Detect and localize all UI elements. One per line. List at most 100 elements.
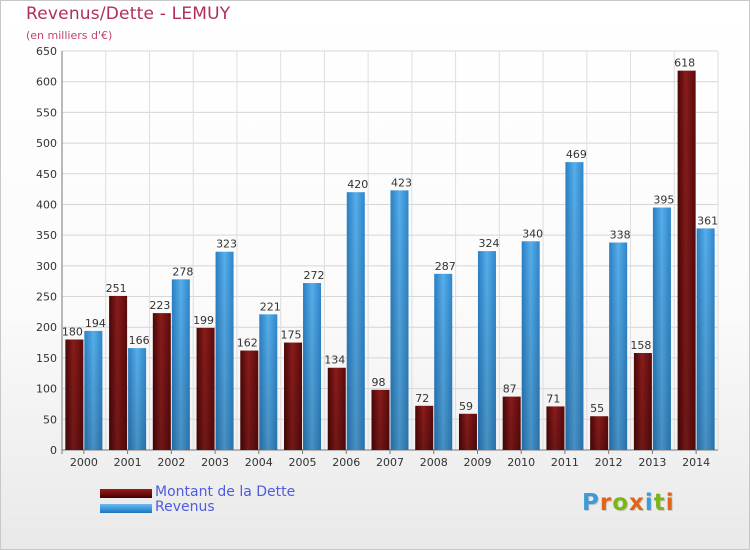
debt-value-label-2005: 175 (281, 329, 302, 342)
y-tick-label: 650 (36, 45, 57, 58)
debt-bar-shade-2010 (502, 396, 521, 450)
revenus-bar-shade-2002 (171, 279, 190, 450)
revenus-value-label-2008: 287 (435, 260, 456, 273)
legend-label-debt: Montant de la Dette (155, 484, 296, 500)
revenus-value-label-2000: 194 (85, 317, 106, 330)
x-tick-label-2002: 2002 (157, 456, 185, 469)
x-tick-label-2007: 2007 (376, 456, 404, 469)
debt-bar-shade-2007 (371, 389, 390, 450)
x-tick-label-2012: 2012 (595, 456, 623, 469)
revenus-bar-shade-2004 (259, 314, 278, 450)
debt-value-label-2000: 180 (62, 326, 83, 339)
revenus-bar-shade-2001 (128, 348, 147, 450)
debt-value-label-2014: 618 (674, 57, 695, 70)
proxiti-logo: Proxiti (582, 490, 675, 516)
debt-bar-shade-2005 (284, 342, 303, 450)
revenus-value-label-2010: 340 (522, 227, 543, 240)
x-tick-label-2004: 2004 (245, 456, 273, 469)
debt-value-label-2004: 162 (237, 337, 258, 350)
x-tick-label-2001: 2001 (114, 456, 142, 469)
debt-value-label-2001: 251 (106, 282, 127, 295)
logo-letter: i (665, 490, 675, 516)
revenus-value-label-2005: 272 (304, 269, 325, 282)
debt-value-label-2009: 59 (459, 400, 473, 413)
debt-bar-shade-2004 (240, 350, 259, 450)
debt-value-label-2003: 199 (193, 314, 214, 327)
revenus-bar-shade-2007 (390, 190, 409, 450)
chart-subtitle: (en milliers d'€) (26, 29, 113, 42)
debt-bar-shade-2009 (458, 413, 477, 450)
y-tick-label: 350 (36, 229, 57, 242)
logo-letter: x (629, 490, 645, 516)
debt-value-label-2012: 55 (590, 402, 604, 415)
revenus-value-label-2001: 166 (129, 334, 150, 347)
debt-bar-shade-2008 (415, 405, 434, 450)
x-tick-label-2013: 2013 (638, 456, 666, 469)
debt-bar-shade-2003 (196, 327, 215, 450)
revenus-value-label-2006: 420 (347, 178, 368, 191)
logo-letter: i (644, 490, 654, 516)
y-tick-label: 250 (36, 291, 57, 304)
revenus-value-label-2012: 338 (610, 229, 631, 242)
debt-bar-shade-2006 (327, 367, 346, 450)
debt-bar-shade-2002 (152, 313, 171, 450)
x-tick-label-2014: 2014 (682, 456, 710, 469)
logo-letter: P (582, 490, 600, 516)
y-tick-label: 600 (36, 76, 57, 89)
chart-title: Revenus/Dette - LEMUY (26, 4, 231, 24)
logo-letter: o (612, 490, 630, 516)
revenus-bar-shade-2010 (521, 241, 540, 450)
logo-letter: t (653, 490, 666, 516)
legend-swatch-revenus (100, 504, 152, 513)
revenus-value-label-2002: 278 (172, 265, 193, 278)
logo-letter: r (599, 490, 613, 516)
debt-bar-shade-2013 (633, 353, 652, 450)
debt-bar-shade-2001 (109, 295, 128, 450)
revenus-bar-shade-2012 (609, 242, 628, 450)
debt-value-label-2008: 72 (415, 392, 429, 405)
revenus-value-label-2007: 423 (391, 176, 412, 189)
debt-value-label-2010: 87 (503, 383, 517, 396)
debt-value-label-2002: 223 (149, 299, 170, 312)
debt-bar-shade-2014 (677, 70, 696, 451)
debt-value-label-2007: 98 (372, 376, 386, 389)
y-tick-label: 50 (43, 413, 57, 426)
y-tick-label: 500 (36, 137, 57, 150)
revenus-value-label-2009: 324 (478, 237, 499, 250)
y-tick-label: 0 (50, 444, 57, 457)
y-tick-label: 200 (36, 321, 57, 334)
revenus-bar-shade-2014 (696, 228, 715, 450)
x-tick-label-2005: 2005 (289, 456, 317, 469)
revenus-bar-shade-2013 (652, 207, 671, 450)
legend-label-revenus: Revenus (155, 499, 215, 515)
x-tick-label-2010: 2010 (507, 456, 535, 469)
debt-value-label-2006: 134 (324, 354, 345, 367)
y-tick-label: 550 (36, 106, 57, 119)
revenus-value-label-2004: 221 (260, 300, 281, 313)
x-tick-label-2009: 2009 (463, 456, 491, 469)
x-tick-label-2008: 2008 (420, 456, 448, 469)
y-tick-label: 150 (36, 352, 57, 365)
debt-bar-shade-2012 (590, 416, 609, 450)
x-tick-label-2000: 2000 (70, 456, 98, 469)
x-tick-label-2006: 2006 (332, 456, 360, 469)
y-tick-label: 400 (36, 198, 57, 211)
revenus-value-label-2014: 361 (697, 214, 718, 227)
debt-bar-shade-2000 (65, 339, 84, 450)
revenus-value-label-2003: 323 (216, 238, 237, 251)
debt-value-label-2011: 71 (546, 392, 560, 405)
debt-bar-shade-2011 (546, 406, 565, 450)
legend-swatch-debt (100, 489, 152, 498)
revenus-bar-shade-2006 (346, 192, 365, 450)
revenus-value-label-2013: 395 (653, 194, 674, 207)
revenus-bar-shade-2003 (215, 251, 234, 450)
revenus-bar-shade-2011 (565, 162, 584, 451)
x-tick-label-2003: 2003 (201, 456, 229, 469)
y-tick-label: 450 (36, 168, 57, 181)
debt-value-label-2013: 158 (630, 339, 651, 352)
revenus-bar-shade-2008 (434, 273, 453, 450)
x-tick-label-2011: 2011 (551, 456, 579, 469)
revenus-bar-shade-2009 (477, 251, 496, 450)
revenus-bar-shade-2000 (84, 330, 103, 450)
